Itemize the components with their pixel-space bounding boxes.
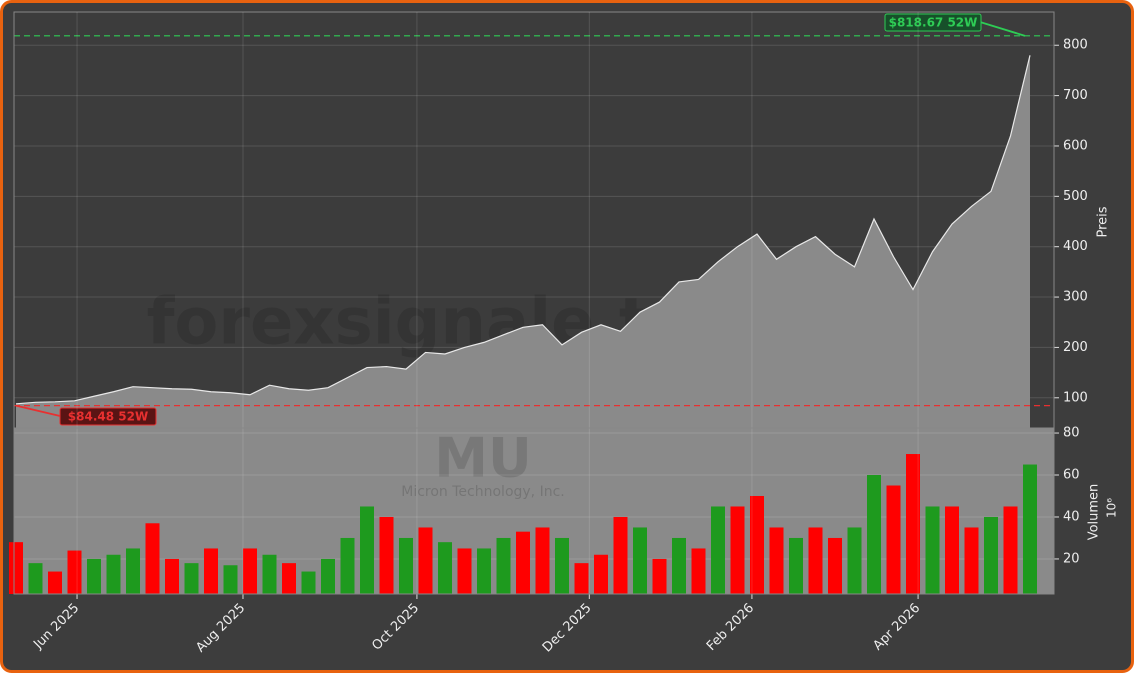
y-axis-unit: 10⁶: [1105, 498, 1119, 518]
volume-bar: [360, 506, 374, 594]
y-tick-label: 400: [1063, 239, 1088, 254]
volume-bar: [340, 537, 355, 594]
volume-bar: [964, 527, 979, 594]
volume-bar: [847, 527, 862, 594]
volume-bar: [886, 485, 901, 594]
y-tick-label: 500: [1063, 189, 1088, 204]
volume-bar: [633, 527, 647, 594]
volume-bar: [496, 537, 511, 594]
volume-bar: [1023, 464, 1037, 594]
volume-bar: [867, 475, 881, 594]
volume-bar: [145, 523, 160, 594]
y-axis-label: Preis: [1096, 206, 1111, 237]
y-axis-label: Volumen: [1087, 484, 1102, 541]
y-tick-label: 600: [1063, 138, 1088, 153]
volume-bar: [457, 548, 472, 594]
volume-bar: [126, 548, 140, 594]
volume-bar: [28, 563, 43, 594]
volume-bar: [1003, 506, 1018, 594]
volume-bar: [477, 548, 491, 594]
volume-bar: [789, 537, 803, 594]
y-tick-label: 800: [1063, 38, 1088, 53]
volume-bar: [516, 531, 530, 594]
volume-bar: [48, 571, 62, 594]
volume-bar: [438, 542, 452, 594]
y-tick-label: 300: [1063, 290, 1088, 305]
volume-bar: [223, 565, 238, 594]
volume-bar: [711, 506, 725, 594]
volume-bar: [730, 506, 745, 594]
volume-bar: [925, 506, 940, 594]
volume-bar: [672, 537, 686, 594]
y-tick-label: 40: [1063, 509, 1080, 524]
volume-bar: [67, 550, 82, 594]
price-area: [16, 55, 1030, 428]
volume-bar: [769, 527, 784, 594]
volume-bar: [243, 548, 257, 594]
y-tick-label: 200: [1063, 340, 1088, 355]
volume-bar: [984, 516, 998, 594]
y-tick-label: 60: [1063, 468, 1080, 483]
volume-bar: [262, 554, 277, 594]
volume-bar: [691, 548, 706, 594]
volume-bar: [652, 558, 667, 594]
volume-bar: [106, 554, 121, 594]
volume-bar: [165, 558, 179, 594]
volume-bar: [87, 558, 101, 594]
volume-bar: [204, 548, 218, 594]
volume-bar: [828, 537, 842, 594]
volume-bar: [574, 563, 589, 594]
y-tick-label: 100: [1063, 390, 1088, 405]
y-tick-label: 20: [1063, 551, 1080, 566]
volume-bar: [555, 537, 569, 594]
watermark-company: Micron Technology, Inc.: [401, 484, 564, 500]
volume-bar: [750, 495, 764, 594]
volume-bar: [321, 558, 335, 594]
volume-bar: [945, 506, 959, 594]
volume-bar: [594, 554, 608, 594]
watermark-ticker: MU: [434, 427, 532, 490]
volume-bar: [379, 516, 394, 594]
y-tick-label: 80: [1063, 426, 1080, 441]
panel-border: [13, 427, 1055, 595]
price-line: [15, 55, 1031, 405]
y-tick-label: 700: [1063, 88, 1088, 103]
annotation-label: $818.67 52W: [889, 16, 978, 30]
volume-bar: [399, 537, 413, 594]
volume-bar: [808, 527, 823, 594]
volume-bar: [613, 516, 628, 594]
annotation-box: [884, 13, 982, 32]
volume-bar: [418, 527, 433, 594]
volume-bar: [184, 563, 199, 594]
volume-bar: [301, 571, 316, 594]
volume-bar: [282, 563, 296, 594]
volume-bar: [906, 454, 920, 594]
annotation-label: $84.48 52W: [68, 410, 148, 424]
volume-bar: [535, 527, 550, 594]
volume-bar: [9, 542, 23, 594]
annotation-box: [59, 407, 157, 426]
annotation-arrow: [15, 404, 61, 417]
annotation-arrow: [979, 21, 1026, 37]
